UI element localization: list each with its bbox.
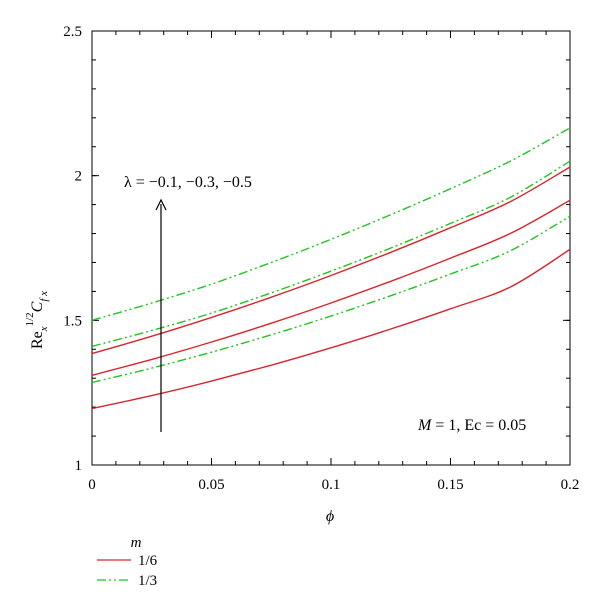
- y-tick-label: 1.5: [63, 313, 82, 329]
- x-tick-label: 0: [88, 477, 96, 493]
- lambda-annotation: λ = −0.1, −0.3, −0.5: [124, 174, 252, 191]
- y-tick-label: 2.5: [63, 24, 82, 40]
- x-tick-label: 0.1: [322, 477, 341, 493]
- y-axis-label: Rex1/2Cf x: [24, 291, 50, 349]
- plot-frame: [91, 30, 571, 466]
- series-line-m-1-6-2: [91, 166, 571, 355]
- params-annotation: M = 1, Ec = 0.05: [417, 417, 526, 434]
- legend-label-1-3: 1/3: [138, 573, 157, 589]
- arrow-head: [155, 198, 167, 211]
- legend-title: m: [131, 535, 142, 551]
- y-tick-label: 2: [75, 169, 83, 185]
- series-line-m-1-6-0: [91, 248, 571, 410]
- series-line-m-1-6-1: [91, 199, 571, 376]
- y-tick-label: 1: [75, 458, 83, 474]
- legend: m 1/6 1/3: [97, 535, 158, 589]
- series-line-m-1-3-3: [91, 215, 571, 384]
- series-line-m-1-3-5: [91, 127, 571, 321]
- axis-ticks: 0 0.05 0.1 0.15 0.2 1 1.5 2 2.5: [63, 24, 579, 493]
- legend-label-1-6: 1/6: [138, 553, 158, 569]
- x-tick-label: 0.15: [437, 477, 463, 493]
- x-tick-label: 0.2: [561, 477, 580, 493]
- x-axis-label: ϕ: [326, 508, 334, 525]
- series-lines: [91, 127, 571, 410]
- x-tick-label: 0.05: [198, 477, 224, 493]
